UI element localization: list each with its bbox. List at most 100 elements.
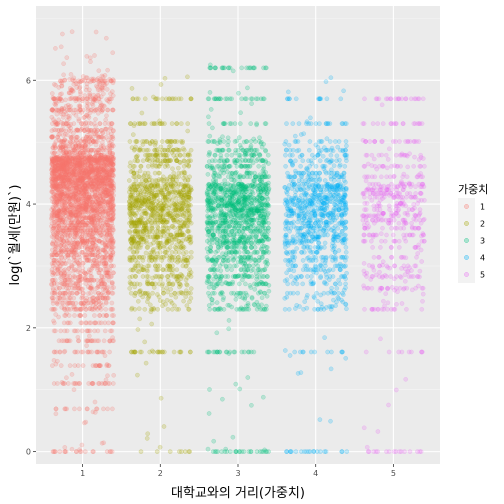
data-point (142, 290, 148, 296)
data-point (72, 96, 77, 102)
data-point (60, 219, 66, 225)
data-point (81, 205, 86, 210)
data-point (102, 121, 108, 126)
data-point (99, 223, 104, 229)
data-point (105, 373, 110, 379)
data-point (92, 191, 98, 197)
data-point (94, 254, 99, 260)
data-point (102, 186, 108, 191)
data-point (104, 300, 109, 306)
data-point (86, 328, 91, 334)
data-point (73, 160, 79, 166)
data-point (184, 208, 190, 214)
data-point (68, 197, 73, 203)
data-point (74, 449, 79, 454)
data-point (61, 258, 67, 264)
data-point (99, 206, 105, 212)
data-point (91, 277, 97, 283)
data-point (177, 152, 183, 158)
data-point (80, 219, 85, 225)
data-point (168, 174, 173, 179)
data-point (137, 254, 142, 260)
data-point (82, 175, 87, 181)
data-point (260, 394, 266, 400)
data-point (108, 207, 114, 212)
data-point (157, 444, 163, 450)
data-point (63, 162, 69, 168)
data-point (75, 363, 81, 368)
data-point (88, 158, 94, 163)
data-point (103, 249, 109, 255)
data-point (109, 281, 115, 287)
data-point (185, 121, 190, 126)
data-point (155, 292, 160, 297)
data-point (58, 79, 64, 84)
data-point (106, 187, 111, 193)
data-point (188, 234, 194, 240)
data-point (53, 173, 59, 179)
data-point (83, 271, 88, 277)
data-point (137, 349, 143, 355)
data-point (51, 168, 56, 174)
data-point (94, 155, 100, 160)
data-point (75, 154, 81, 160)
data-point (95, 210, 101, 216)
data-point (52, 141, 58, 147)
data-point (159, 240, 164, 246)
data-point (88, 203, 93, 209)
data-point (169, 249, 175, 255)
data-point (71, 161, 76, 167)
data-point (54, 183, 60, 188)
data-point (73, 189, 78, 195)
data-point (53, 406, 59, 412)
data-point (176, 170, 182, 176)
data-point (57, 165, 63, 171)
data-point (99, 86, 104, 91)
data-point (68, 320, 73, 326)
data-point (95, 181, 101, 187)
data-point (61, 273, 67, 278)
data-point (164, 249, 169, 255)
data-point (82, 227, 87, 233)
data-point (59, 164, 65, 170)
data-point (49, 254, 55, 260)
data-point (97, 252, 103, 258)
data-point (73, 381, 78, 386)
data-point (71, 306, 77, 312)
data-point (110, 290, 116, 296)
data-point (84, 240, 90, 246)
data-point (109, 237, 114, 243)
data-point (63, 249, 69, 255)
data-point (129, 240, 135, 246)
data-point (80, 185, 86, 190)
data-point (90, 168, 95, 173)
data-point (145, 163, 151, 169)
data-point (160, 219, 165, 225)
data-point (89, 208, 95, 214)
data-point (68, 300, 74, 306)
data-point (90, 99, 96, 105)
data-point (186, 271, 192, 276)
data-point (79, 177, 85, 183)
data-point (54, 242, 59, 247)
data-point (97, 100, 103, 105)
data-point (63, 152, 68, 158)
data-point (80, 196, 86, 202)
data-point (68, 248, 74, 254)
data-point (180, 290, 186, 296)
data-point (104, 219, 110, 225)
data-point (75, 81, 81, 87)
data-point (109, 245, 115, 250)
data-point (184, 162, 190, 168)
data-point (110, 77, 116, 82)
data-point (57, 215, 63, 220)
data-point (92, 252, 98, 258)
data-point (110, 161, 115, 167)
data-point (131, 183, 137, 188)
data-point (168, 143, 173, 148)
data-point (151, 94, 156, 100)
data-point (101, 136, 106, 141)
data-point (89, 199, 94, 205)
data-point (186, 191, 192, 196)
data-point (49, 107, 55, 113)
